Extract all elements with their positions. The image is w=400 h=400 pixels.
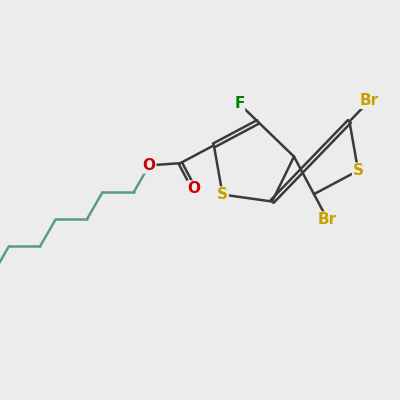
Text: S: S: [353, 163, 364, 178]
Text: Br: Br: [360, 93, 379, 108]
Text: Br: Br: [318, 212, 337, 227]
Text: O: O: [143, 158, 156, 173]
Text: S: S: [217, 187, 228, 202]
Text: O: O: [187, 181, 200, 196]
Text: F: F: [234, 96, 244, 111]
